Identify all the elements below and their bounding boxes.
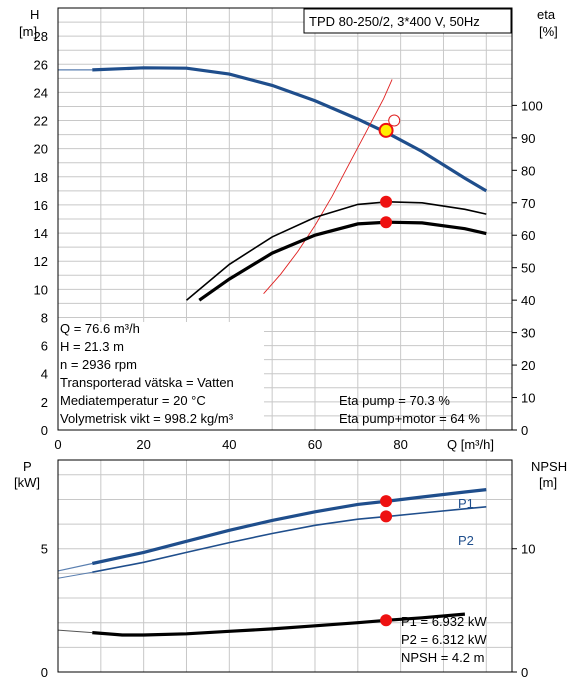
p1-duty-point — [380, 495, 393, 508]
info-temperature: Mediatemperatur = 20 °C — [60, 393, 206, 408]
top-x-tick-label: 20 — [136, 437, 150, 452]
npsh-curve-extension — [57, 629, 93, 634]
top-right-tick-label: 50 — [521, 261, 535, 276]
top-left-tick-label: 12 — [34, 254, 48, 269]
p1-curve — [91, 488, 487, 566]
top-left-tick-label: 2 — [41, 395, 48, 410]
top-right-tick-label: 30 — [521, 326, 535, 341]
top-right-tick-label: 80 — [521, 163, 535, 178]
top-plot-frame — [57, 7, 513, 431]
top-left-axis-name: H — [30, 7, 39, 22]
bottom-right-tick-label: 0 — [521, 665, 528, 680]
info-eta-pump: Eta pump = 70.3 % — [339, 393, 450, 408]
info-speed: n = 2936 rpm — [60, 357, 137, 372]
series-label-p1: P1 — [458, 496, 474, 511]
top-left-tick-label: 26 — [34, 57, 48, 72]
npsh-duty-point — [380, 614, 393, 627]
top-x-tick-label: 40 — [222, 437, 236, 452]
top-left-tick-label: 22 — [34, 114, 48, 129]
top-left-axis-unit: [m] — [19, 24, 37, 39]
open-marker-point — [388, 114, 401, 127]
top-left-tick-label: 28 — [34, 29, 48, 44]
top-right-axis-name: eta — [537, 7, 556, 22]
chart-title: TPD 80-250/2, 3*400 V, 50Hz — [309, 14, 480, 29]
top-left-tick-label: 16 — [34, 198, 48, 213]
top-x-tick-label: 80 — [393, 437, 407, 452]
chart-title-box — [303, 8, 512, 34]
info-flow: Q = 76.6 m³/h — [60, 321, 140, 336]
top-left-tick-label: 6 — [41, 339, 48, 354]
top-left-tick-label: 14 — [34, 226, 48, 241]
top-ticks: 0 20 40 60 800246810121416182022242628010203… — [34, 29, 543, 452]
bottom-curves — [57, 488, 487, 637]
bottom-plot-frame — [57, 459, 513, 673]
head-curve — [92, 66, 488, 193]
info-p1: P1 = 6.932 kW — [401, 614, 487, 629]
bottom-left-tick-label: 0 — [41, 665, 48, 680]
top-left-tick-label: 0 — [41, 423, 48, 438]
top-right-tick-label: 90 — [521, 131, 535, 146]
eta-pump-motor-point — [380, 216, 393, 229]
top-right-tick-label: 20 — [521, 358, 535, 373]
top-left-tick-label: 4 — [41, 367, 48, 382]
top-left-tick-label: 24 — [34, 85, 48, 100]
info-head: H = 21.3 m — [60, 339, 124, 354]
top-right-tick-label: 60 — [521, 228, 535, 243]
bottom-left-axis-name: P — [23, 459, 32, 474]
npsh-curve — [92, 612, 466, 637]
info-liquid: Transporterad vätska = Vatten — [60, 375, 234, 390]
series-label-p2: P2 — [458, 533, 474, 548]
bottom-left-axis-unit: [kW] — [14, 475, 40, 490]
top-right-tick-label: 40 — [521, 293, 535, 308]
eta-pump-curve — [185, 200, 487, 301]
bottom-right-axis-name: NPSH — [531, 459, 567, 474]
top-right-tick-label: 70 — [521, 196, 535, 211]
p2-curve-extension — [57, 571, 93, 579]
top-left-tick-label: 18 — [34, 170, 48, 185]
bottom-left-tick-label: 5 — [41, 542, 48, 557]
top-x-tick-label: 0 — [54, 437, 61, 452]
top-left-tick-label: 10 — [34, 282, 48, 297]
top-x-axis-label: Q [m³/h] — [447, 437, 494, 452]
top-right-tick-label: 10 — [521, 391, 535, 406]
top-right-tick-label: 100 — [521, 98, 543, 113]
info-p2: P2 = 6.312 kW — [401, 632, 487, 647]
top-left-tick-label: 8 — [41, 310, 48, 325]
top-right-axis-unit: [%] — [539, 24, 558, 39]
bottom-right-axis-unit: [m] — [539, 475, 557, 490]
top-curves — [58, 66, 488, 302]
top-points — [378, 114, 401, 229]
bottom-points — [380, 495, 393, 627]
efficiency-thin-curve — [263, 79, 393, 294]
top-x-tick-label: 60 — [308, 437, 322, 452]
info-npsh: NPSH = 4.2 m — [401, 650, 484, 665]
bottom-right-tick-label: 10 — [521, 542, 535, 557]
p2-curve — [92, 506, 487, 573]
eta-pump-point — [380, 195, 393, 208]
bottom-grid — [58, 460, 512, 672]
top-info-box — [58, 322, 264, 430]
info-eta-pump-motor: Eta pump+motor = 64 % — [339, 411, 480, 426]
eta-pump-motor-curve — [198, 220, 487, 302]
bottom-ticks: 0 5 0 10 — [41, 542, 536, 680]
top-left-tick-label: 20 — [34, 142, 48, 157]
duty-point — [378, 122, 394, 138]
top-right-tick-label: 0 — [521, 423, 528, 438]
info-density: Volymetrisk vikt = 998.2 kg/m³ — [60, 411, 234, 426]
p1-curve-extension — [57, 562, 93, 572]
p2-duty-point — [380, 510, 393, 523]
